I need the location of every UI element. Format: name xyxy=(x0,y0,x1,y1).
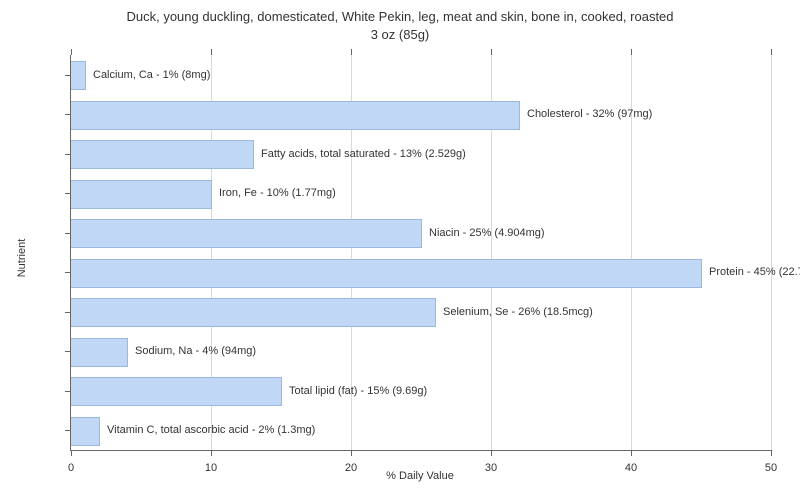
bar-label: Fatty acids, total saturated - 13% (2.52… xyxy=(261,148,466,160)
bar xyxy=(71,377,282,406)
x-tick-label: 20 xyxy=(345,462,357,474)
bar xyxy=(71,259,702,288)
plot-area: 01020304050Calcium, Ca - 1% (8mg)Cholest… xyxy=(70,55,771,451)
bar xyxy=(71,219,422,248)
y-tick xyxy=(65,193,71,194)
bar-label: Vitamin C, total ascorbic acid - 2% (1.3… xyxy=(107,424,315,436)
bar xyxy=(71,338,128,367)
x-tick-top xyxy=(211,49,212,55)
bar xyxy=(71,180,212,209)
y-tick xyxy=(65,391,71,392)
x-tick-top xyxy=(351,49,352,55)
x-tick-top xyxy=(71,49,72,55)
bar xyxy=(71,140,254,169)
y-tick xyxy=(65,154,71,155)
y-tick xyxy=(65,430,71,431)
x-tick-bottom xyxy=(211,450,212,456)
bar xyxy=(71,61,86,90)
nutrient-bar-chart: Duck, young duckling, domesticated, Whit… xyxy=(0,0,800,500)
y-axis-label: Nutrient xyxy=(16,239,28,278)
y-tick xyxy=(65,272,71,273)
x-tick-label: 30 xyxy=(485,462,497,474)
x-tick-label: 0 xyxy=(68,462,74,474)
x-tick-label: 40 xyxy=(625,462,637,474)
gridline xyxy=(771,55,772,450)
bar-label: Niacin - 25% (4.904mg) xyxy=(429,227,545,239)
x-tick-label: 50 xyxy=(765,462,777,474)
x-tick-bottom xyxy=(631,450,632,456)
bar-label: Total lipid (fat) - 15% (9.69g) xyxy=(289,385,427,397)
y-tick xyxy=(65,75,71,76)
bar xyxy=(71,417,100,446)
x-tick-bottom xyxy=(491,450,492,456)
bar-label: Calcium, Ca - 1% (8mg) xyxy=(93,69,210,81)
chart-title-line2: 3 oz (85g) xyxy=(0,26,800,44)
x-tick-top xyxy=(771,49,772,55)
y-tick xyxy=(65,312,71,313)
x-tick-bottom xyxy=(71,450,72,456)
x-axis-label: % Daily Value xyxy=(386,470,454,482)
x-tick-top xyxy=(631,49,632,55)
y-tick xyxy=(65,351,71,352)
x-tick-label: 10 xyxy=(205,462,217,474)
chart-title-line1: Duck, young duckling, domesticated, Whit… xyxy=(0,8,800,26)
bar xyxy=(71,101,520,130)
bar-label: Protein - 45% (22.74g) xyxy=(709,266,800,278)
x-tick-top xyxy=(491,49,492,55)
chart-title: Duck, young duckling, domesticated, Whit… xyxy=(0,8,800,43)
bar-label: Sodium, Na - 4% (94mg) xyxy=(135,345,256,357)
bar-label: Selenium, Se - 26% (18.5mcg) xyxy=(443,306,593,318)
x-tick-bottom xyxy=(771,450,772,456)
bar-label: Cholesterol - 32% (97mg) xyxy=(527,108,652,120)
y-tick xyxy=(65,233,71,234)
bar-label: Iron, Fe - 10% (1.77mg) xyxy=(219,187,336,199)
bar xyxy=(71,298,436,327)
x-tick-bottom xyxy=(351,450,352,456)
y-tick xyxy=(65,114,71,115)
